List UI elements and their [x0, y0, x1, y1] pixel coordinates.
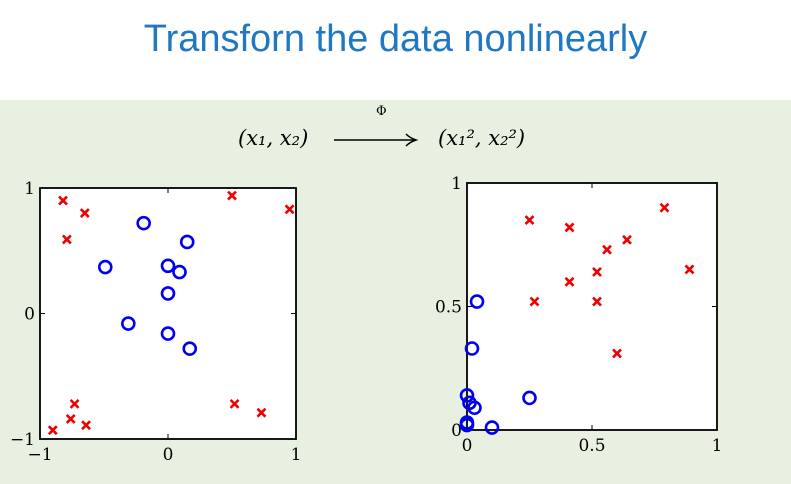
scatter-charts: −1 0 1 −1 0 1 0 0.5 1 0 0.5 1 — [10, 174, 723, 465]
y-tick-label: 0 — [24, 305, 35, 325]
cross-point — [229, 398, 240, 409]
cross-point — [602, 244, 612, 255]
cross-point — [227, 190, 237, 201]
circle-point — [459, 417, 475, 433]
cross-point — [69, 398, 80, 409]
circle-point — [464, 341, 480, 356]
x-tick-label: 0 — [462, 436, 473, 456]
cross-point — [79, 208, 90, 219]
x-tick-label: 0.5 — [578, 436, 605, 456]
cross-point — [684, 264, 695, 275]
cross-point — [58, 195, 68, 206]
phi-symbol: Φ — [376, 104, 387, 119]
cross-point — [524, 215, 535, 225]
circle-point — [469, 294, 485, 309]
circle-point — [172, 264, 187, 280]
y-tick-label: 0.5 — [435, 298, 462, 318]
cross-point — [592, 296, 602, 307]
circle-point — [484, 420, 500, 435]
circle-point — [459, 388, 475, 403]
cross-point — [256, 407, 267, 418]
circle-point — [522, 390, 537, 406]
circle-point — [182, 341, 198, 356]
figure-panel: (x₁, x₂) Φ (x₁², x₂²) −1 0 1 −1 0 1 0 0.5 1 0 0.5 1 — [0, 100, 791, 484]
circle-point — [467, 400, 482, 416]
cross-point — [564, 276, 575, 287]
y-tick-label: −1 — [10, 430, 35, 450]
mapping-output: (x₁², x₂²) — [438, 126, 526, 150]
cross-point — [81, 420, 91, 431]
circle-point — [136, 215, 151, 231]
cross-point — [284, 204, 295, 215]
circle-point — [179, 234, 195, 250]
y-tick-label: 1 — [451, 174, 462, 194]
cross-point — [612, 348, 622, 359]
y-tick-label: 1 — [24, 179, 35, 199]
cross-point — [529, 296, 540, 307]
cross-point — [592, 267, 602, 277]
cross-point — [61, 234, 72, 245]
cross-point — [659, 202, 670, 213]
cross-point — [564, 222, 575, 233]
mapping-input: (x₁, x₂) — [238, 126, 309, 150]
circle-point — [121, 316, 136, 331]
x-tick-label: 1 — [291, 445, 302, 465]
y-tick-label: 0 — [451, 421, 462, 441]
cross-point — [47, 425, 58, 436]
circle-point — [160, 286, 176, 301]
circle-point — [97, 259, 113, 275]
x-tick-label: 1 — [712, 436, 723, 456]
mapping-formula: (x₁, x₂) Φ (x₁², x₂²) — [0, 100, 791, 180]
circle-point — [160, 258, 176, 274]
right-plot-frame — [466, 182, 718, 431]
cross-point — [65, 414, 76, 424]
mapping-arrow-icon — [334, 133, 419, 147]
circle-point — [160, 326, 176, 341]
cross-point — [622, 234, 632, 245]
slide-title: Transforn the data nonlinearly — [143, 18, 648, 60]
x-tick-label: −1 — [27, 445, 52, 465]
x-tick-label: 0 — [163, 445, 174, 465]
